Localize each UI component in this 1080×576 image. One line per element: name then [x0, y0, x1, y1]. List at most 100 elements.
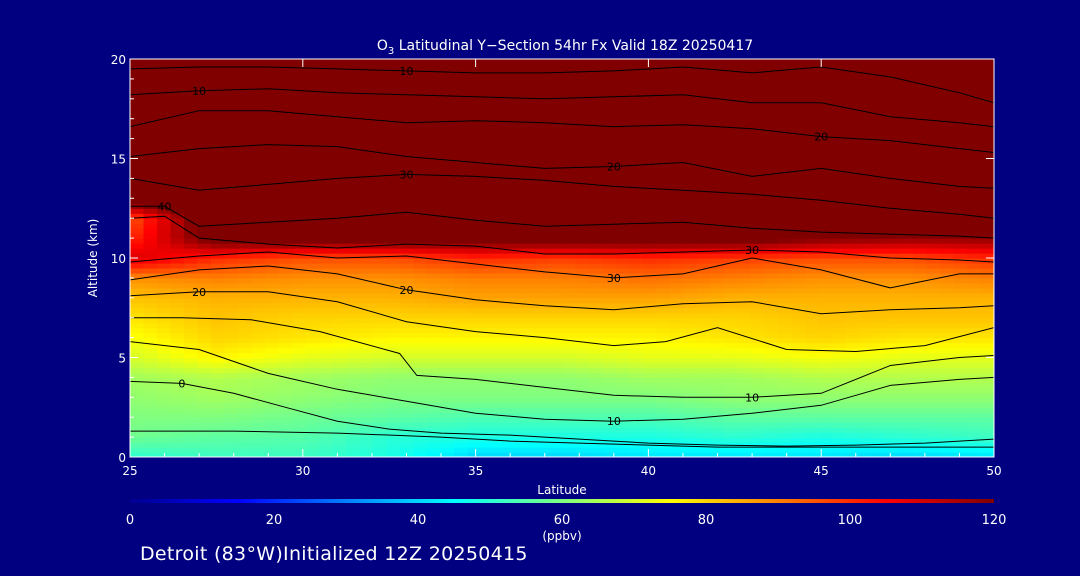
- field-cell: [710, 412, 725, 418]
- field-cell: [670, 282, 685, 289]
- field-cell: [143, 258, 158, 264]
- field-cell: [494, 407, 509, 413]
- field-cell: [400, 68, 415, 75]
- field-cell: [184, 372, 199, 378]
- field-cell: [737, 88, 752, 95]
- field-cell: [656, 292, 671, 299]
- field-cell: [886, 213, 901, 219]
- field-cell: [602, 83, 617, 90]
- field-cell: [602, 302, 617, 309]
- field-cell: [305, 133, 320, 140]
- field-cell: [872, 258, 887, 264]
- field-cell: [265, 292, 280, 299]
- field-cell: [278, 297, 293, 304]
- field-cell: [251, 68, 266, 75]
- field-cell: [710, 138, 725, 145]
- field-cell: [845, 297, 860, 304]
- field-cell: [413, 387, 428, 393]
- field-cell: [980, 422, 994, 428]
- field-cell: [521, 367, 536, 374]
- field-cell: [265, 198, 280, 204]
- field-cell: [845, 422, 860, 428]
- field-cell: [508, 253, 523, 259]
- field-cell: [319, 402, 334, 408]
- field-cell: [602, 248, 617, 254]
- field-cell: [238, 168, 253, 175]
- field-cell: [373, 392, 388, 398]
- field-cell: [386, 88, 401, 95]
- field-cell: [751, 422, 766, 428]
- field-cell: [130, 367, 145, 374]
- field-cell: [791, 337, 806, 344]
- field-cell: [184, 238, 199, 244]
- field-cell: [926, 397, 941, 403]
- field-cell: [251, 133, 266, 140]
- field-cell: [292, 282, 307, 289]
- field-cell: [440, 322, 455, 329]
- field-cell: [305, 377, 320, 383]
- field-cell: [184, 133, 199, 140]
- field-cell: [251, 228, 266, 234]
- field-cell: [278, 282, 293, 289]
- field-cell: [197, 352, 212, 359]
- field-cell: [319, 377, 334, 383]
- field-cell: [602, 233, 617, 239]
- field-cell: [197, 233, 212, 239]
- field-cell: [683, 233, 698, 239]
- field-cell: [238, 113, 253, 120]
- field-cell: [737, 277, 752, 284]
- field-cell: [980, 113, 994, 120]
- field-cell: [926, 327, 941, 334]
- field-cell: [724, 208, 739, 214]
- field-cell: [953, 362, 968, 369]
- field-cell: [670, 178, 685, 184]
- field-cell: [278, 397, 293, 403]
- field-cell: [184, 307, 199, 314]
- field-cell: [508, 148, 523, 155]
- field-cell: [616, 402, 631, 408]
- field-cell: [967, 233, 982, 239]
- field-cell: [980, 218, 994, 224]
- field-cell: [562, 208, 577, 214]
- field-cell: [899, 307, 914, 314]
- field-cell: [602, 407, 617, 413]
- field-cell: [656, 258, 671, 264]
- field-cell: [494, 397, 509, 403]
- field-cell: [899, 103, 914, 110]
- field-cell: [940, 158, 955, 165]
- field-cell: [656, 307, 671, 314]
- field-cell: [832, 238, 847, 244]
- field-cell: [980, 233, 994, 239]
- field-cell: [265, 262, 280, 269]
- field-cell: [845, 432, 860, 438]
- field-cell: [589, 158, 604, 165]
- field-cell: [629, 327, 644, 334]
- field-cell: [980, 133, 994, 140]
- field-cell: [400, 297, 415, 304]
- field-cell: [508, 412, 523, 418]
- field-cell: [980, 287, 994, 294]
- field-cell: [670, 312, 685, 319]
- field-cell: [130, 108, 145, 115]
- field-cell: [521, 397, 536, 403]
- field-cell: [440, 397, 455, 403]
- field-cell: [589, 452, 604, 457]
- field-cell: [197, 118, 212, 125]
- field-cell: [332, 297, 347, 304]
- field-cell: [737, 103, 752, 110]
- field-cell: [818, 277, 833, 284]
- field-cell: [440, 73, 455, 80]
- field-cell: [305, 407, 320, 413]
- field-cell: [940, 427, 955, 433]
- field-cell: [521, 88, 536, 95]
- field-cell: [616, 128, 631, 135]
- field-cell: [710, 437, 725, 443]
- field-cell: [751, 128, 766, 135]
- field-cell: [629, 73, 644, 80]
- field-cell: [778, 417, 793, 423]
- field-cell: [413, 427, 428, 433]
- field-cell: [575, 203, 590, 209]
- field-cell: [278, 312, 293, 319]
- field-cell: [710, 213, 725, 219]
- field-cell: [184, 163, 199, 170]
